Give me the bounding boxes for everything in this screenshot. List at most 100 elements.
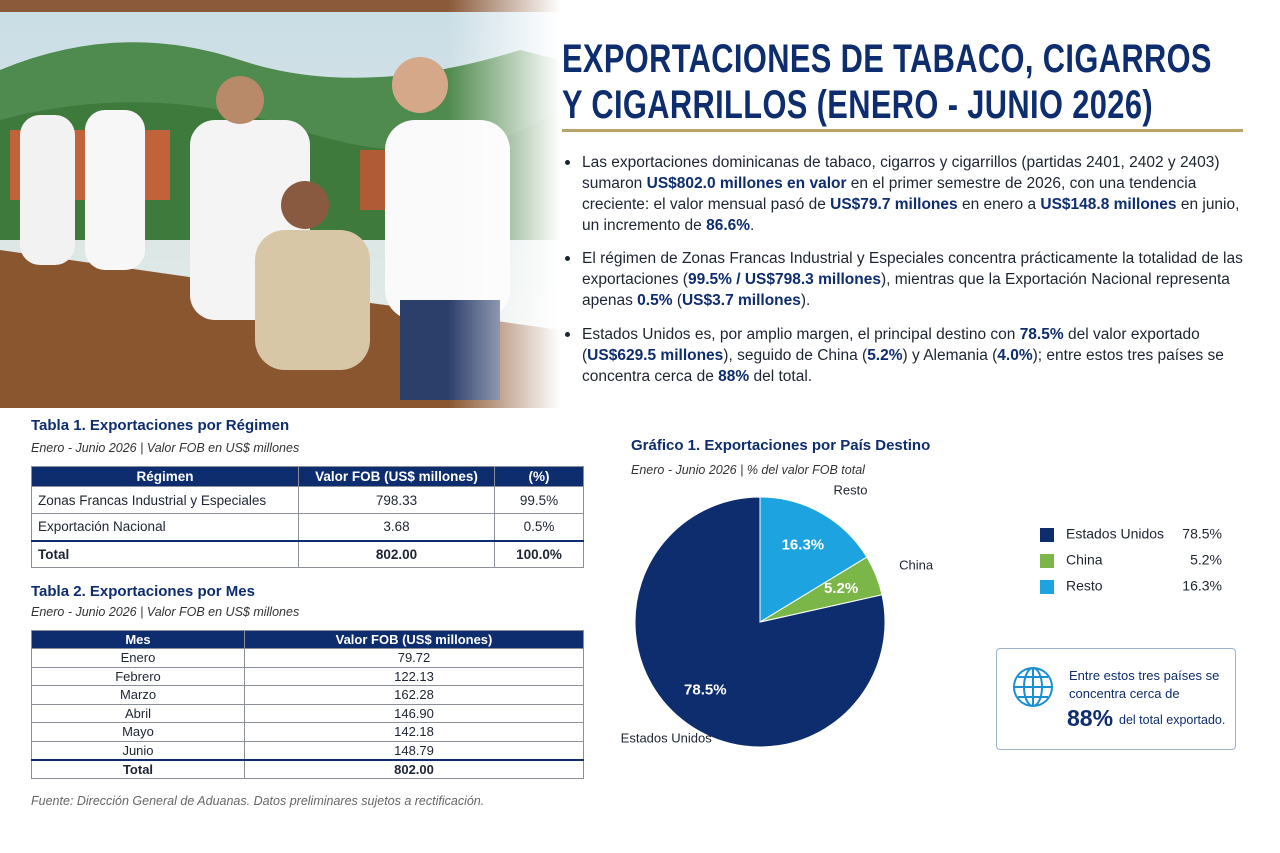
table-row: Zonas Francas Industrial y Especiales 798… bbox=[31, 486, 584, 514]
bullet: Las exportaciones dominicanas de tabaco,… bbox=[565, 152, 1247, 236]
table-cell: 79.72 bbox=[244, 648, 584, 668]
legend-label: China bbox=[1066, 552, 1103, 568]
table-cell: Exportación Nacional bbox=[31, 513, 299, 541]
table-cell: Total bbox=[31, 758, 245, 779]
bullet-text: El régimen de Zonas Francas Industrial y… bbox=[582, 250, 1243, 288]
title-rule bbox=[562, 129, 1243, 132]
chart-subtitle: Enero - Junio 2026 | % del valor FOB tot… bbox=[631, 463, 866, 477]
table-row: Junio 148.79 bbox=[31, 740, 584, 760]
table-row: Mayo 142.18 bbox=[31, 722, 584, 742]
bullet-text: 88% bbox=[718, 368, 750, 385]
legend-label: Resto bbox=[1066, 578, 1103, 594]
bullet-text: US$3.7 millones bbox=[681, 292, 801, 309]
bullet-text: 78.5% bbox=[1019, 326, 1064, 343]
bullet-text: 5.2% bbox=[867, 347, 903, 364]
pie-slice bbox=[634, 496, 886, 748]
legend-swatch bbox=[1040, 580, 1054, 594]
header-row: Mes Valor FOB (US$ millones) bbox=[31, 630, 584, 649]
bullet-text: 99.5% / US$798.3 millones bbox=[687, 271, 881, 288]
bullet-text: US$79.7 millones bbox=[830, 196, 958, 213]
table-row: Total 802.00 bbox=[31, 758, 584, 779]
legend-swatch bbox=[1040, 528, 1054, 542]
table: Mes Valor FOB (US$ millones) Enero 79.72 Feb… bbox=[31, 630, 584, 779]
bullet-text: Estados Unidos es, por amplio margen, el… bbox=[582, 326, 1020, 343]
table-cell: 798.33 bbox=[298, 486, 495, 514]
bullet-text: 86.6% bbox=[706, 217, 751, 234]
photo bbox=[0, 0, 560, 408]
slice-label: Resto bbox=[833, 483, 867, 498]
bullet: El régimen de Zonas Francas Industrial y… bbox=[565, 248, 1247, 311]
legend-value: 5.2% bbox=[1190, 552, 1222, 568]
bullet-text: 4.0% bbox=[997, 347, 1033, 364]
table-cell: 3.68 bbox=[298, 513, 495, 541]
bullet-text: del total. bbox=[749, 368, 813, 385]
table-row: Marzo 162.28 bbox=[31, 685, 584, 705]
table-row: Exportación Nacional 3.68 0.5% bbox=[31, 513, 584, 541]
bullet-text: US$802.0 millones en valor bbox=[646, 175, 847, 192]
bullet-text: ); entre estos tres países se concentra … bbox=[582, 347, 1224, 385]
column-header: Mes bbox=[31, 630, 245, 649]
table-row: Febrero 122.13 bbox=[31, 666, 584, 686]
table-cell: 100.0% bbox=[494, 539, 584, 568]
table-cell: 0.5% bbox=[494, 513, 584, 541]
bullet-text: ). bbox=[800, 292, 811, 309]
column-header: Régimen bbox=[31, 466, 299, 487]
table-cell: Marzo bbox=[31, 685, 245, 705]
table-row: Total 802.00 100.0% bbox=[31, 539, 584, 568]
bullet-text: ), mientras que la Exportación Nacional … bbox=[582, 271, 1230, 309]
bullet-text: 0.5% bbox=[637, 292, 673, 309]
bullet-text: en el primer semestre de 2026, con una t… bbox=[582, 175, 1197, 213]
callout: Entre estos tres países se concentra cer… bbox=[996, 648, 1236, 750]
table-cell: Zonas Francas Industrial y Especiales bbox=[31, 486, 299, 514]
data-label: 78.5% bbox=[684, 681, 727, 698]
table-cell: 148.79 bbox=[244, 740, 584, 760]
bullet-text: en junio, un incremento de bbox=[582, 196, 1240, 234]
bullet-text: Las exportaciones dominicanas de tabaco,… bbox=[582, 154, 1220, 192]
chart-title: Gráfico 1. Exportaciones por País Destin… bbox=[631, 437, 930, 454]
table-row: Abril 146.90 bbox=[31, 703, 584, 723]
table-cell: Abril bbox=[31, 703, 245, 723]
bullet-text: ( bbox=[672, 292, 682, 309]
bullet-text: . bbox=[750, 217, 755, 234]
table-cell: 802.00 bbox=[244, 758, 584, 779]
data-label: 5.2% bbox=[824, 580, 858, 597]
column-header: Valor FOB (US$ millones) bbox=[298, 466, 495, 487]
slice-label: Estados Unidos bbox=[621, 731, 713, 746]
bullet-text: en enero a bbox=[957, 196, 1041, 213]
table-cell: 142.18 bbox=[244, 722, 584, 742]
table-title: Tabla 1. Exportaciones por Régimen bbox=[31, 417, 290, 434]
column-header: (%) bbox=[494, 466, 584, 487]
table-cell: Enero bbox=[31, 648, 245, 668]
legend-value: 78.5% bbox=[1182, 526, 1222, 542]
callout-text: Entre estos tres países se concentra cer… bbox=[1069, 668, 1220, 701]
page-title: EXPORTACIONES DE TABACO, CIGARROS Y CIGA… bbox=[562, 37, 1212, 127]
legend-label: Estados Unidos bbox=[1066, 526, 1164, 542]
chart: Gráfico 1. Exportaciones por País Destin… bbox=[621, 437, 1222, 748]
pie-slice bbox=[759, 496, 868, 623]
legend-value: 16.3% bbox=[1182, 578, 1222, 594]
table-cell: 146.90 bbox=[244, 703, 584, 723]
bullet-text: US$148.8 millones bbox=[1040, 196, 1177, 213]
legend-swatch bbox=[1040, 554, 1054, 568]
bullet-text: US$629.5 millones bbox=[587, 347, 724, 364]
table-cell: 162.28 bbox=[244, 685, 584, 705]
table-cell: Febrero bbox=[31, 666, 245, 686]
table-cell: 99.5% bbox=[494, 486, 584, 514]
header-row: Régimen Valor FOB (US$ millones) (%) bbox=[31, 466, 584, 487]
slice-label: China bbox=[899, 557, 934, 572]
table-cell: Mayo bbox=[31, 722, 245, 742]
data-label: 16.3% bbox=[782, 537, 825, 554]
callout-suffix: del total exportado. bbox=[1119, 713, 1226, 727]
table: Régimen Valor FOB (US$ millones) (%) Zonas … bbox=[31, 466, 584, 568]
column-header: Valor FOB (US$ millones) bbox=[244, 630, 584, 649]
bullet-text: del valor exportado ( bbox=[582, 326, 1200, 364]
table-cell: 802.00 bbox=[298, 539, 495, 568]
table-subtitle: Enero - Junio 2026 | Valor FOB en US$ mi… bbox=[31, 605, 300, 619]
bullet: Estados Unidos es, por amplio margen, el… bbox=[565, 324, 1247, 387]
table-cell: Total bbox=[31, 539, 299, 568]
table-title: Tabla 2. Exportaciones por Mes bbox=[31, 583, 255, 600]
globe-icon bbox=[1013, 667, 1053, 707]
table-row: Enero 79.72 bbox=[31, 648, 584, 668]
table-subtitle: Enero - Junio 2026 | Valor FOB en US$ mi… bbox=[31, 441, 300, 455]
bullet-text: ), seguido de China ( bbox=[723, 347, 868, 364]
